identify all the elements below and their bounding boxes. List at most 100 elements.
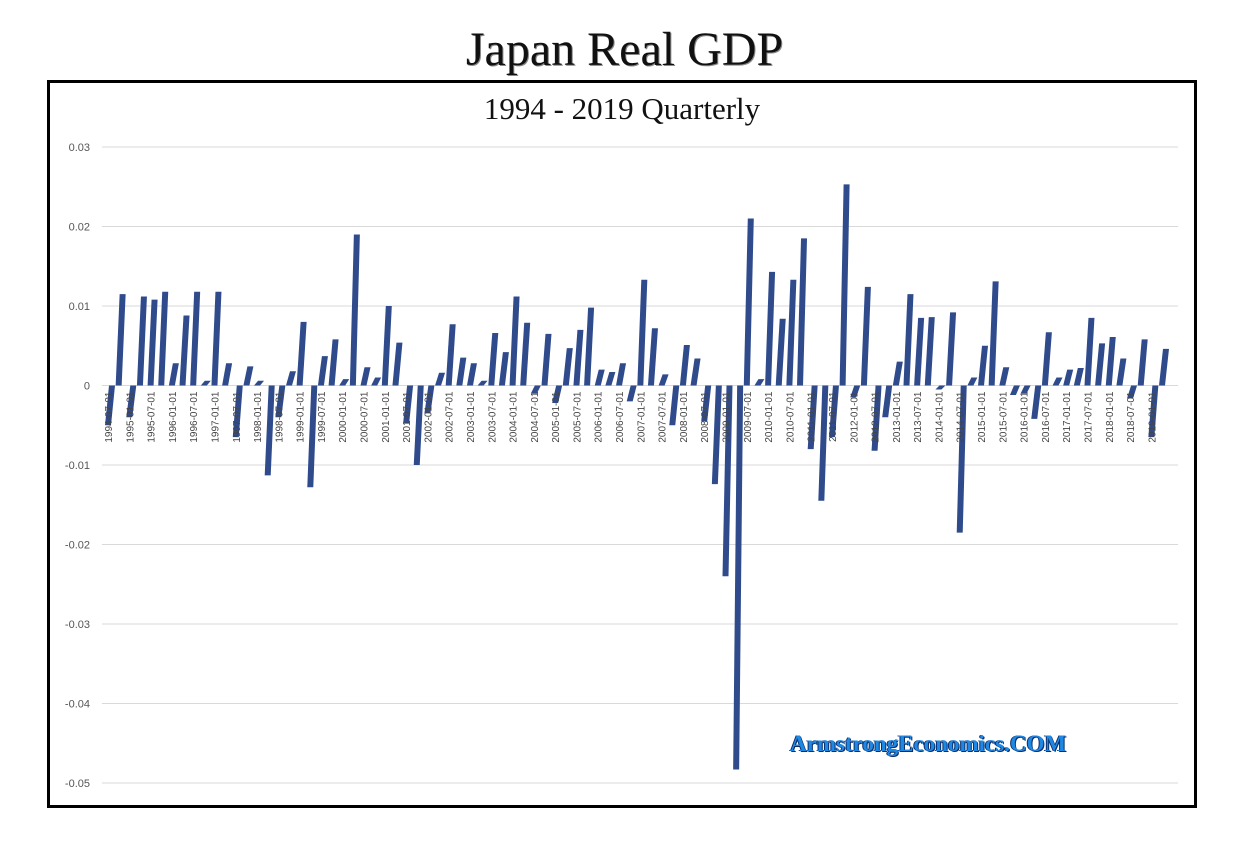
bar-shape <box>658 374 669 386</box>
bar <box>839 184 850 386</box>
bar <box>573 329 584 386</box>
bar <box>328 339 339 386</box>
bar-shape <box>573 329 584 386</box>
bar <box>520 322 531 386</box>
bar <box>1009 385 1020 396</box>
bar <box>541 333 552 386</box>
bar <box>946 312 957 386</box>
bar <box>903 294 914 386</box>
bar <box>147 299 158 386</box>
bar <box>1063 369 1074 386</box>
bar-shape <box>637 279 648 386</box>
bar-shape <box>946 312 957 386</box>
bar <box>179 315 190 386</box>
x-tick-label: 2002-07-01 <box>445 391 456 443</box>
y-tick-label: -0.05 <box>65 778 90 790</box>
bar-shape <box>381 306 392 386</box>
x-tick-label: 2009-01-01 <box>721 391 732 443</box>
bar <box>828 385 839 438</box>
bar-shape <box>775 318 786 386</box>
bar <box>711 385 722 485</box>
bar <box>1116 358 1127 386</box>
bar-shape <box>456 357 467 386</box>
y-tick-label: -0.02 <box>65 540 90 552</box>
bar-shape <box>179 315 190 386</box>
bar-shape <box>924 317 935 386</box>
bar <box>797 238 808 386</box>
bar <box>1020 385 1031 394</box>
x-tick-label: 2011-01-01 <box>807 391 818 442</box>
x-tick-label: 2013-01-01 <box>892 391 903 443</box>
y-tick-label: 0.01 <box>69 301 90 313</box>
bar <box>562 348 573 386</box>
x-tick-label: 2006-07-01 <box>615 391 626 443</box>
x-tick-label: 2019-01-01 <box>1147 391 1158 443</box>
bar <box>339 379 350 386</box>
x-tick-label: 1999-01-01 <box>296 391 307 443</box>
x-tick-label: 2010-07-01 <box>785 391 796 443</box>
x-tick-label: 2012-01-01 <box>849 391 860 443</box>
bar-shape <box>509 296 520 386</box>
bar <box>136 296 147 386</box>
bar <box>158 291 169 386</box>
bar <box>935 385 946 390</box>
bar-shape <box>136 296 147 386</box>
bar-shape <box>1105 337 1116 386</box>
bar-shape <box>1063 369 1074 386</box>
bar <box>424 385 435 414</box>
bar-shape <box>1009 385 1020 396</box>
bar <box>765 271 776 386</box>
bar-shape <box>158 291 169 386</box>
bar <box>285 371 296 386</box>
bar-shape <box>1116 358 1127 386</box>
x-tick-label: 2016-01-01 <box>1020 391 1031 443</box>
bar <box>786 279 797 386</box>
bar-shape <box>743 218 754 386</box>
x-tick-label: 2004-01-01 <box>509 391 520 443</box>
bar-shape <box>882 385 893 418</box>
x-tick-label: 2001-07-01 <box>402 391 413 443</box>
bar <box>658 374 669 386</box>
bar-shape <box>296 321 307 386</box>
bar <box>1073 368 1084 386</box>
bar-shape <box>626 385 637 402</box>
bar-shape <box>147 299 158 386</box>
y-tick-label: -0.01 <box>65 460 90 472</box>
x-tick-label: 1994-07-01 <box>104 391 115 443</box>
x-tick-label: 2006-01-01 <box>594 391 605 443</box>
bar-shape <box>690 358 701 386</box>
bar <box>1159 348 1169 386</box>
bar-shape <box>115 294 126 386</box>
y-tick-label: 0.02 <box>69 222 90 234</box>
x-tick-label: 2002-01-01 <box>423 391 434 443</box>
x-tick-label: 2017-01-01 <box>1062 391 1073 443</box>
page-title: Japan Real GDP <box>465 23 784 76</box>
x-tick-label: 2010-01-01 <box>764 391 775 443</box>
bar <box>115 294 126 386</box>
bar <box>222 363 233 386</box>
bar <box>254 380 265 386</box>
bar <box>1084 317 1095 386</box>
bar-shape <box>424 385 435 414</box>
bar <box>807 385 818 450</box>
bar-shape <box>307 385 318 488</box>
bar-shape <box>317 356 328 386</box>
x-tick-label: 2014-01-01 <box>934 391 945 443</box>
bar <box>190 291 201 386</box>
bar-shape <box>584 307 595 386</box>
bar-shape <box>200 380 211 386</box>
bar-shape <box>647 328 658 386</box>
bar <box>307 385 318 488</box>
bar-shape <box>935 385 946 390</box>
bar <box>743 218 754 386</box>
bar <box>466 363 477 386</box>
x-tick-label: 2017-07-01 <box>1083 391 1094 443</box>
bar <box>200 380 211 386</box>
bar <box>349 234 360 386</box>
bar <box>1052 377 1063 386</box>
bar-shape <box>616 363 627 386</box>
bar-shape <box>211 291 222 386</box>
bar <box>1095 343 1106 386</box>
bar-shape <box>818 385 829 501</box>
y-tick-label: -0.04 <box>65 699 90 711</box>
